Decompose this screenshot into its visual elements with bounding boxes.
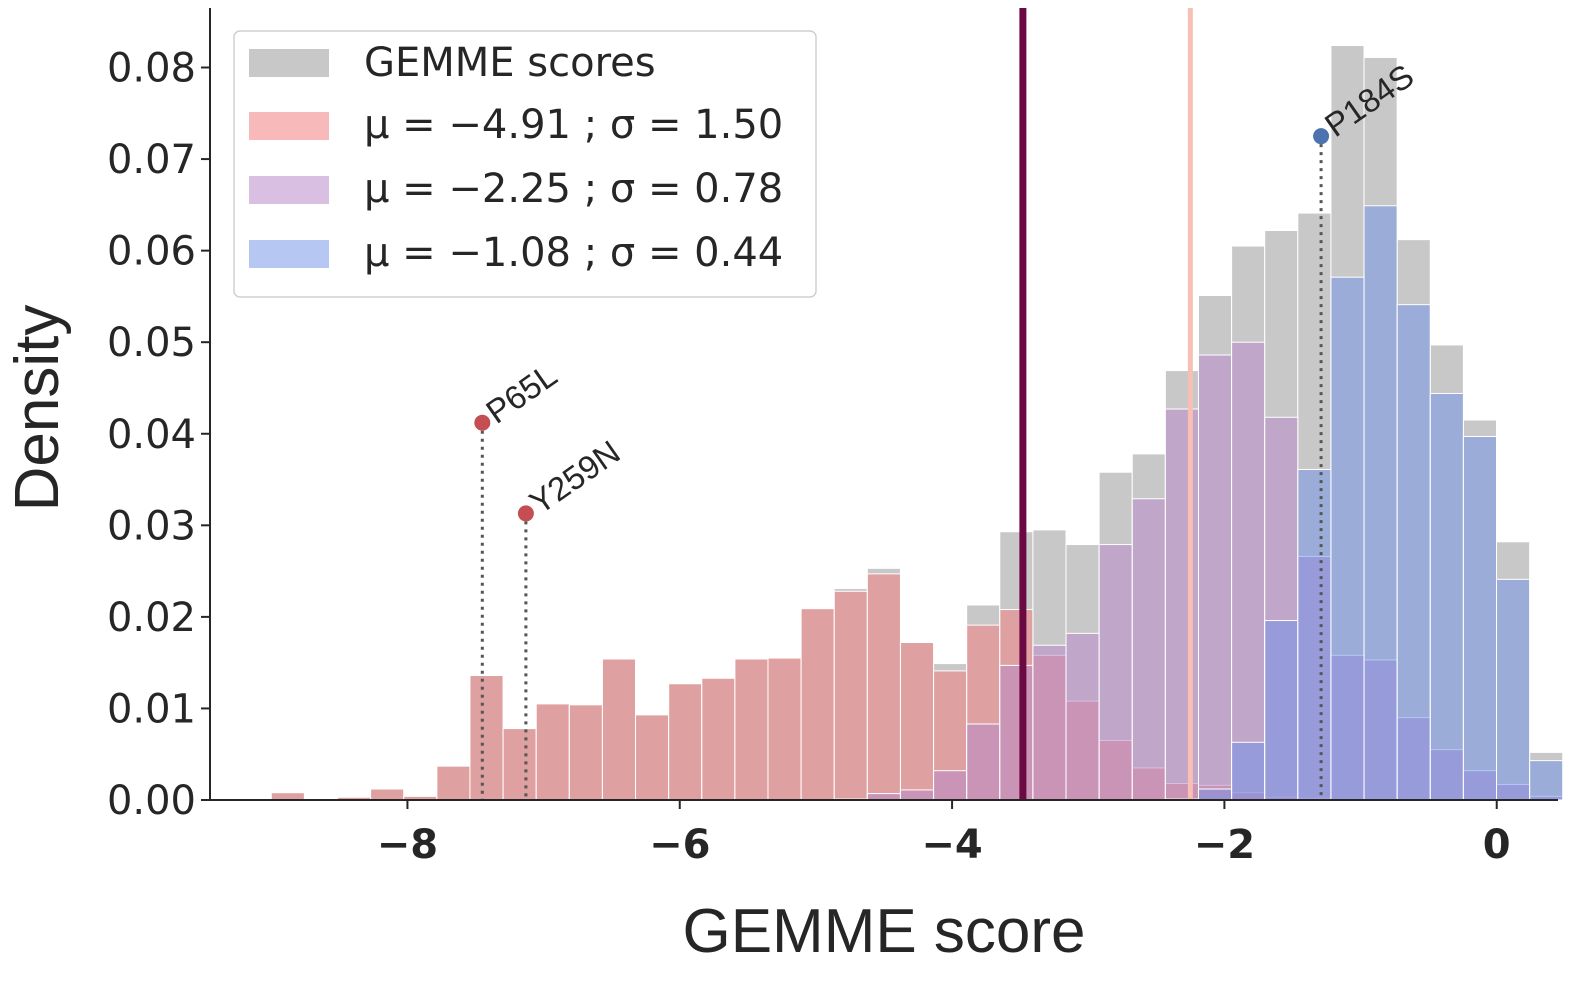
bar <box>370 788 405 801</box>
series-3-bars <box>1164 205 1564 801</box>
bar <box>1098 544 1133 801</box>
y-tick-label: 0.08 <box>107 46 196 92</box>
y-ticks: 0.00 0.01 0.02 0.03 0.04 0.05 0.06 0.07 0.08 <box>107 46 210 824</box>
bar <box>966 723 1001 801</box>
bar <box>899 642 935 801</box>
axes-layer <box>209 8 1558 801</box>
y-tick-label: 0.03 <box>107 503 196 549</box>
bar <box>502 728 537 801</box>
legend-label-blue: μ = −1.08 ; σ = 0.44 <box>364 230 783 276</box>
bar <box>1297 468 1332 801</box>
bar <box>767 657 802 801</box>
annotation-label: P65L <box>479 356 563 431</box>
bar <box>999 664 1034 801</box>
bar <box>568 704 603 801</box>
annotation-label: Y259N <box>523 433 627 521</box>
legend-label-purple: μ = −2.25 ; σ = 0.78 <box>364 166 783 212</box>
bar <box>1363 205 1398 801</box>
bar <box>1396 304 1431 801</box>
bar <box>1231 741 1266 801</box>
x-ticks: −8 −6 −4 −2 0 <box>377 800 1511 868</box>
bar <box>833 590 868 801</box>
y-tick-label: 0.00 <box>107 778 196 824</box>
bar <box>1065 632 1100 801</box>
legend: GEMME scores μ = −4.91 ; σ = 1.50 μ = −2… <box>233 30 817 298</box>
bar <box>535 703 570 801</box>
legend-label-red: μ = −4.91 ; σ = 1.50 <box>364 102 783 148</box>
bar <box>1264 620 1299 801</box>
bar <box>734 658 769 801</box>
bars-layer <box>270 45 1564 801</box>
bar <box>436 765 471 801</box>
bar <box>469 674 504 801</box>
y-tick-label: 0.01 <box>107 686 196 732</box>
x-tick-label: −4 <box>921 822 982 868</box>
y-tick-label: 0.07 <box>107 137 196 183</box>
y-tick-label: 0.06 <box>107 229 196 275</box>
bar <box>1496 578 1531 801</box>
bar <box>866 573 901 801</box>
bar <box>1197 354 1233 801</box>
y-tick-label: 0.05 <box>107 320 196 366</box>
bar <box>1462 436 1498 801</box>
bar <box>701 677 736 801</box>
legend-frame <box>233 30 817 298</box>
bar <box>1529 760 1564 801</box>
bar <box>933 770 968 801</box>
bar <box>668 683 703 801</box>
legend-swatch-red <box>249 112 329 140</box>
bar <box>1330 276 1365 801</box>
bar <box>1131 498 1166 801</box>
annotation-marker <box>517 505 534 522</box>
x-axis-title: GEMME score <box>682 897 1085 966</box>
bar <box>635 714 670 801</box>
bar <box>1032 644 1067 801</box>
x-tick-label: −2 <box>1194 822 1255 868</box>
y-tick-label: 0.02 <box>107 595 196 641</box>
bar <box>601 658 637 801</box>
legend-swatch-blue <box>249 240 329 268</box>
bar <box>899 789 935 801</box>
legend-swatch-purple <box>249 176 329 204</box>
annotation-marker <box>1313 128 1330 145</box>
y-axis-title: Density <box>3 305 72 512</box>
bar <box>1197 788 1233 801</box>
x-tick-label: 0 <box>1483 822 1511 868</box>
bar <box>270 792 305 801</box>
bar <box>1164 408 1199 801</box>
x-tick-label: −8 <box>377 822 438 868</box>
bar <box>1231 341 1266 801</box>
bar <box>1429 392 1464 801</box>
legend-label-gemme: GEMME scores <box>364 40 656 86</box>
vertical-lines-layer <box>1019 8 1193 800</box>
legend-swatch-gemme <box>249 49 329 77</box>
x-tick-label: −6 <box>649 822 710 868</box>
y-tick-label: 0.04 <box>107 412 196 458</box>
annotation-marker <box>474 414 491 431</box>
bar <box>800 608 835 801</box>
